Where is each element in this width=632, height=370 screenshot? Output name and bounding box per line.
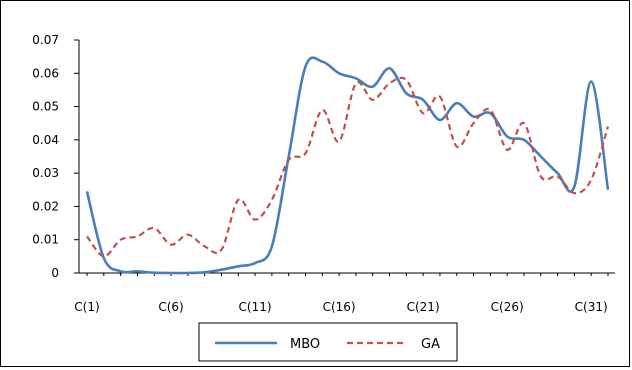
y-tick-label: 0.06 [32,66,59,80]
legend-label-mbo: MBO [290,337,320,352]
series-lines [85,56,610,275]
y-tick-label: 0.05 [32,100,59,114]
x-tick-label: C(31) [575,300,608,314]
legend: MBO GA [198,322,458,362]
legend-label-ga: GA [421,337,440,352]
x-tick-label: C(21) [407,300,440,314]
x-tick-label: C(6) [158,300,183,314]
y-tick-label: 0.04 [32,133,59,147]
x-tick-label: C(16) [323,300,356,314]
y-tick-label: 0.07 [32,33,59,47]
x-tick-label: C(26) [491,300,524,314]
x-tick-label: C(11) [239,300,272,314]
y-tick-label: 0 [51,266,59,280]
y-tick-label: 0.01 [32,233,59,247]
series-line-mbo [85,56,610,275]
y-tick-label: 0.02 [32,199,59,213]
x-axis-ticks: C(1) C(6) C(11) C(16) C(21) C(26) C(31) [74,273,609,314]
y-axis-ticks: 0 0.01 0.02 0.03 0.04 0.05 0.06 0.07 [32,33,79,280]
x-tick-label: C(1) [74,300,99,314]
series-line-ga [86,76,610,258]
y-tick-label: 0.03 [32,166,59,180]
